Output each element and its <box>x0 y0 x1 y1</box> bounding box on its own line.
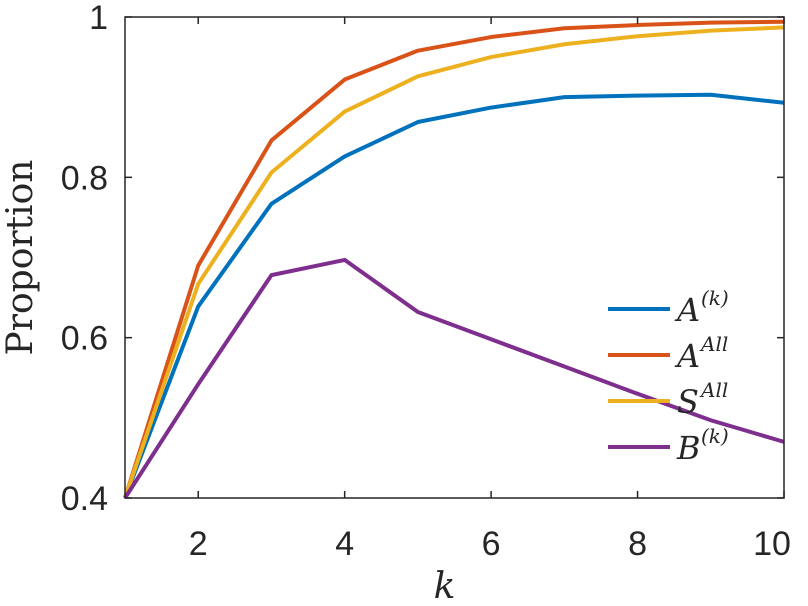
x-tick-label: 6 <box>482 525 501 563</box>
legend-label-4: B <box>676 429 701 467</box>
legend-label-3: S <box>677 383 699 421</box>
x-tick-label: 2 <box>189 525 208 563</box>
series-line-4 <box>123 257 785 500</box>
axes-layer <box>124 16 785 499</box>
legend-superscript-1: (k) <box>701 286 729 310</box>
y-tick-label: 0.4 <box>61 480 108 518</box>
series-layer <box>123 19 785 500</box>
series-line-3 <box>123 25 785 499</box>
y-axis-label: Proportion <box>0 160 41 356</box>
x-tick-label: 10 <box>753 525 791 563</box>
y-tick-label: 0.8 <box>61 159 108 197</box>
x-axis-label: k <box>434 566 456 606</box>
series-line-1 <box>123 92 785 499</box>
legend-superscript-3: All <box>699 378 728 402</box>
legend-label-2: A <box>674 337 700 375</box>
y-tick-label: 1 <box>89 0 108 37</box>
tick-labels: 2 4 6 8 10 0.4 0.6 0.8 1 <box>61 0 791 563</box>
legend-superscript-2: All <box>699 332 728 356</box>
series-line-2 <box>123 19 785 499</box>
x-tick-label: 8 <box>628 525 647 563</box>
legend-label-1: A <box>674 291 700 329</box>
y-tick-label: 0.6 <box>61 320 108 358</box>
plot-frame <box>124 16 785 499</box>
legend-superscript-4: (k) <box>701 424 729 448</box>
x-tick-label: 4 <box>335 525 354 563</box>
